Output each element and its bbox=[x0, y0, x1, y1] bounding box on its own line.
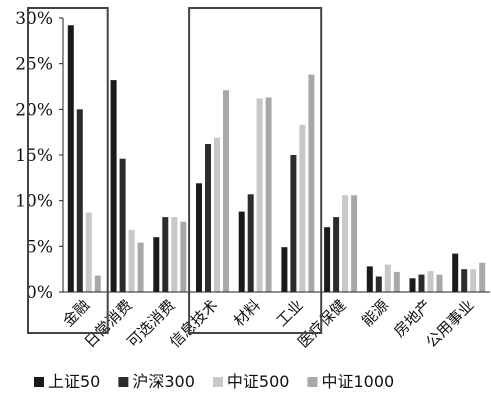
bar bbox=[409, 278, 416, 292]
bar bbox=[67, 25, 74, 293]
highlight-box bbox=[27, 7, 109, 334]
y-tick-label: 10% bbox=[15, 192, 53, 212]
legend-item: 沪深300 bbox=[118, 372, 195, 391]
bar bbox=[290, 155, 297, 292]
bar bbox=[76, 109, 83, 292]
x-tick-label: 金融 bbox=[59, 296, 93, 330]
bar bbox=[333, 217, 340, 292]
legend-label: 上证50 bbox=[48, 372, 100, 391]
bar bbox=[375, 276, 382, 292]
legend-label: 中证500 bbox=[227, 372, 290, 391]
bar bbox=[427, 271, 434, 292]
y-tick-label: 30% bbox=[15, 9, 53, 29]
bar bbox=[299, 124, 306, 293]
bar bbox=[384, 264, 391, 292]
x-tick-label: 公用事业 bbox=[422, 296, 477, 351]
bars bbox=[67, 25, 486, 293]
bar bbox=[238, 211, 245, 292]
legend-item: 上证50 bbox=[34, 372, 100, 391]
bar bbox=[162, 217, 169, 292]
bar bbox=[418, 274, 425, 292]
bar bbox=[214, 137, 220, 292]
bar bbox=[256, 98, 263, 293]
bar bbox=[281, 247, 288, 292]
legend-item: 中证1000 bbox=[307, 372, 394, 391]
bar bbox=[110, 80, 117, 292]
bar bbox=[196, 183, 202, 292]
y-axis: 0% 5% 10% 15% 20% 25% 30% bbox=[15, 9, 64, 303]
y-tick-label: 25% bbox=[15, 55, 53, 75]
bar bbox=[223, 90, 229, 292]
bar bbox=[308, 74, 315, 292]
legend-swatch bbox=[34, 377, 44, 387]
bar bbox=[452, 253, 459, 292]
y-tick-label: 20% bbox=[15, 100, 53, 120]
bar bbox=[128, 229, 135, 292]
legend: 上证50 沪深300 中证500 中证1000 bbox=[34, 372, 394, 391]
bar bbox=[470, 269, 477, 292]
bar bbox=[85, 212, 92, 292]
bar bbox=[436, 274, 443, 292]
legend-swatch bbox=[212, 377, 223, 387]
y-tick-label: 15% bbox=[15, 146, 53, 166]
legend-swatch bbox=[307, 377, 318, 387]
bar bbox=[393, 271, 400, 292]
legend-swatch bbox=[118, 377, 129, 387]
bar bbox=[153, 237, 160, 292]
bar bbox=[205, 144, 211, 292]
bar bbox=[479, 262, 486, 292]
highlight-boxes bbox=[27, 7, 323, 334]
x-tick-label: 工业 bbox=[273, 296, 307, 330]
bar bbox=[171, 217, 178, 292]
bar bbox=[180, 221, 187, 292]
bar bbox=[342, 195, 349, 292]
bar bbox=[247, 194, 254, 292]
legend-label: 中证1000 bbox=[321, 372, 394, 391]
highlight-box bbox=[188, 7, 323, 334]
y-tick-label: 5% bbox=[26, 237, 53, 257]
x-tick-label: 能源 bbox=[358, 296, 392, 330]
bar bbox=[324, 227, 331, 292]
bar bbox=[351, 195, 358, 292]
x-tick-label: 信息技术 bbox=[166, 296, 221, 351]
bar bbox=[265, 97, 272, 292]
bar bbox=[94, 275, 101, 292]
x-tick-label: 材料 bbox=[230, 296, 264, 330]
legend-label: 沪深300 bbox=[132, 372, 195, 391]
bar bbox=[461, 269, 468, 292]
y-tick-label: 0% bbox=[26, 283, 53, 303]
bar bbox=[137, 242, 144, 292]
bar bbox=[119, 158, 126, 292]
bar bbox=[366, 266, 373, 292]
legend-item: 中证500 bbox=[212, 372, 290, 391]
